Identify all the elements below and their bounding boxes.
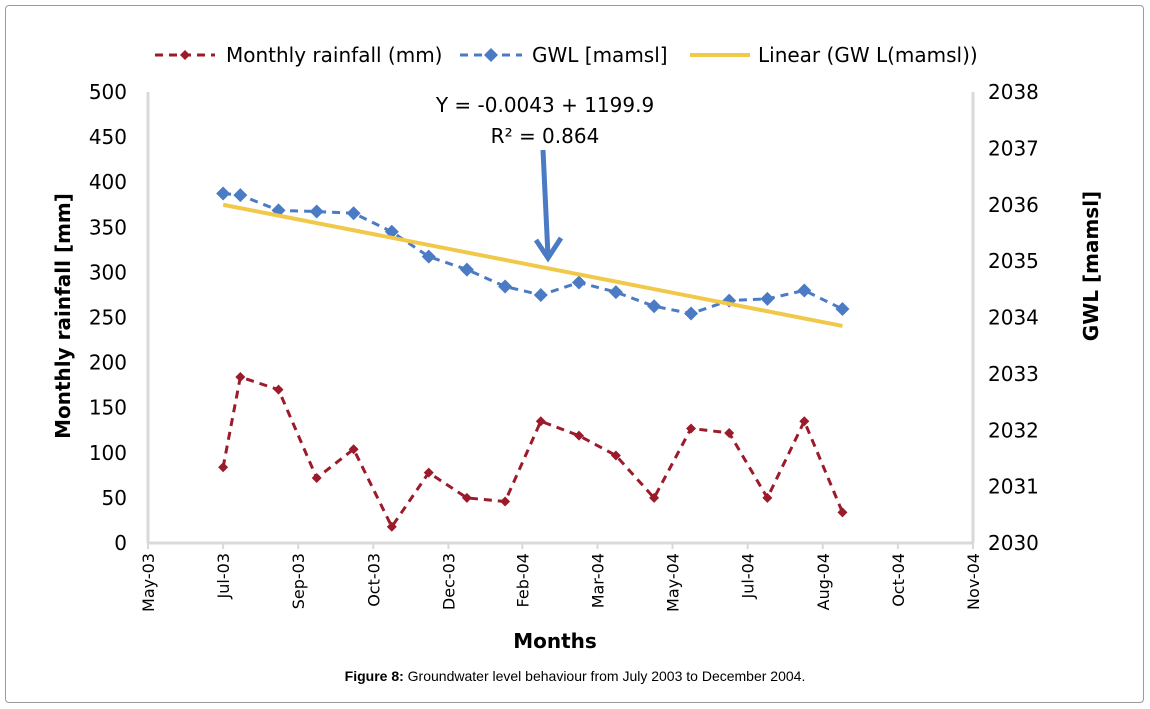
data-point — [647, 299, 662, 314]
y-tick-right-label: 2032 — [988, 418, 1039, 442]
y-tick-left-label: 0 — [114, 531, 127, 555]
x-tick-label: May-04 — [664, 553, 683, 612]
data-point — [535, 416, 546, 427]
x-tick-label: Jul-04 — [739, 553, 758, 599]
legend-marker — [484, 48, 498, 62]
legend-marker — [180, 50, 190, 60]
series-1 — [216, 186, 850, 321]
y-tick-left-label: 250 — [89, 306, 127, 330]
y-axis-left-ticks: 0 50 100 150 200 250 300 350 400 450 500 — [89, 80, 127, 555]
legend-label: Monthly rainfall (mm) — [226, 43, 442, 67]
y-tick-left-label: 450 — [89, 125, 127, 149]
data-point — [649, 492, 660, 503]
x-axis-ticks: May-03 Jul-03 Sep-03 Oct-03 Dec-03 Feb-04 Mar-… — [139, 543, 983, 612]
x-tick-label: Aug-04 — [814, 553, 833, 610]
data-point — [309, 204, 324, 219]
x-tick-label: Nov-04 — [964, 553, 983, 610]
x-tick-label: Feb-04 — [513, 553, 532, 607]
data-point — [500, 496, 511, 507]
annotation-r-squared: R² = 0.864 — [491, 124, 600, 148]
series-0 — [218, 372, 848, 532]
y-tick-left-label: 300 — [89, 260, 127, 284]
x-tick-label: Oct-03 — [364, 553, 383, 607]
legend-label: Linear (GW L(mamsl)) — [758, 43, 978, 67]
data-point — [218, 462, 229, 473]
data-point — [762, 492, 773, 503]
y-tick-left-label: 150 — [89, 396, 127, 420]
x-tick-label: Dec-03 — [439, 553, 458, 610]
figure-caption: Figure 8: Groundwater level behaviour fr… — [0, 668, 1150, 684]
data-point — [216, 186, 231, 201]
annotation-arrow-shaft — [540, 149, 551, 257]
figure-frame — [5, 5, 1144, 703]
y-tick-right-label: 2035 — [988, 249, 1039, 273]
x-tick-label: Jul-03 — [214, 553, 233, 599]
annotation-arrow-head — [533, 236, 564, 263]
data-point — [797, 283, 812, 298]
data-point — [608, 285, 623, 300]
x-axis-title: Months — [513, 629, 597, 653]
y-tick-left-label: 350 — [89, 215, 127, 239]
caption-text: Groundwater level behaviour from July 20… — [403, 668, 806, 684]
data-point — [311, 473, 322, 484]
y-axis-left-title: Monthly rainfall [mm] — [51, 193, 75, 439]
data-point — [835, 302, 850, 317]
data-point — [233, 188, 248, 203]
y-tick-left-label: 400 — [89, 170, 127, 194]
y-tick-right-label: 2030 — [988, 531, 1039, 555]
y-tick-right-label: 2034 — [988, 306, 1039, 330]
data-point — [461, 492, 472, 503]
y-tick-left-label: 200 — [89, 351, 127, 375]
y-tick-left-label: 50 — [102, 486, 127, 510]
data-point — [421, 249, 436, 264]
data-point — [799, 416, 810, 427]
y-tick-right-label: 2038 — [988, 80, 1039, 104]
data-point — [837, 507, 848, 518]
data-point — [498, 279, 513, 294]
x-tick-label: Sep-03 — [289, 553, 308, 609]
legend: Monthly rainfall (mm) GWL [mamsl] Linear (… — [155, 43, 978, 67]
y-axis-right-ticks: 2030 2031 2032 2033 2034 2035 2036 2037 2038 — [988, 80, 1039, 555]
data-point — [684, 306, 699, 321]
data-point — [346, 206, 361, 221]
y-tick-left-label: 100 — [89, 441, 127, 465]
y-tick-right-label: 2036 — [988, 193, 1039, 217]
data-point — [533, 287, 548, 302]
data-point — [571, 275, 586, 290]
data-point — [423, 467, 434, 478]
data-point — [573, 430, 584, 441]
data-point — [686, 423, 697, 434]
data-point — [610, 450, 621, 461]
y-tick-left-label: 500 — [89, 80, 127, 104]
series-layer — [216, 186, 850, 532]
y-tick-right-label: 2033 — [988, 362, 1039, 386]
series-line — [221, 375, 844, 529]
legend-item-0: Monthly rainfall (mm) — [155, 43, 442, 67]
data-point — [273, 384, 284, 395]
x-tick-label: Mar-04 — [588, 553, 607, 608]
trend-annotation: Y = -0.0043 + 1199.9 R² = 0.864 — [435, 93, 654, 263]
series-2 — [222, 202, 843, 328]
data-point — [348, 444, 359, 455]
x-tick-label: May-03 — [139, 553, 158, 612]
legend-item-2: Linear (GW L(mamsl)) — [690, 43, 978, 67]
y-axis-right-title: GWL [mamsl] — [1079, 191, 1103, 341]
legend-item-1: GWL [mamsl] — [460, 43, 668, 67]
data-point — [459, 262, 474, 277]
data-point — [760, 291, 775, 306]
axes — [146, 92, 975, 545]
data-point — [386, 521, 397, 532]
caption-label: Figure 8: — [344, 668, 404, 684]
trendline — [222, 202, 843, 328]
data-point — [235, 372, 246, 383]
annotation-equation: Y = -0.0043 + 1199.9 — [435, 93, 654, 117]
y-tick-right-label: 2031 — [988, 475, 1039, 499]
data-point — [724, 427, 735, 438]
y-tick-right-label: 2037 — [988, 136, 1039, 160]
legend-label: GWL [mamsl] — [532, 43, 668, 67]
x-tick-label: Oct-04 — [889, 553, 908, 607]
